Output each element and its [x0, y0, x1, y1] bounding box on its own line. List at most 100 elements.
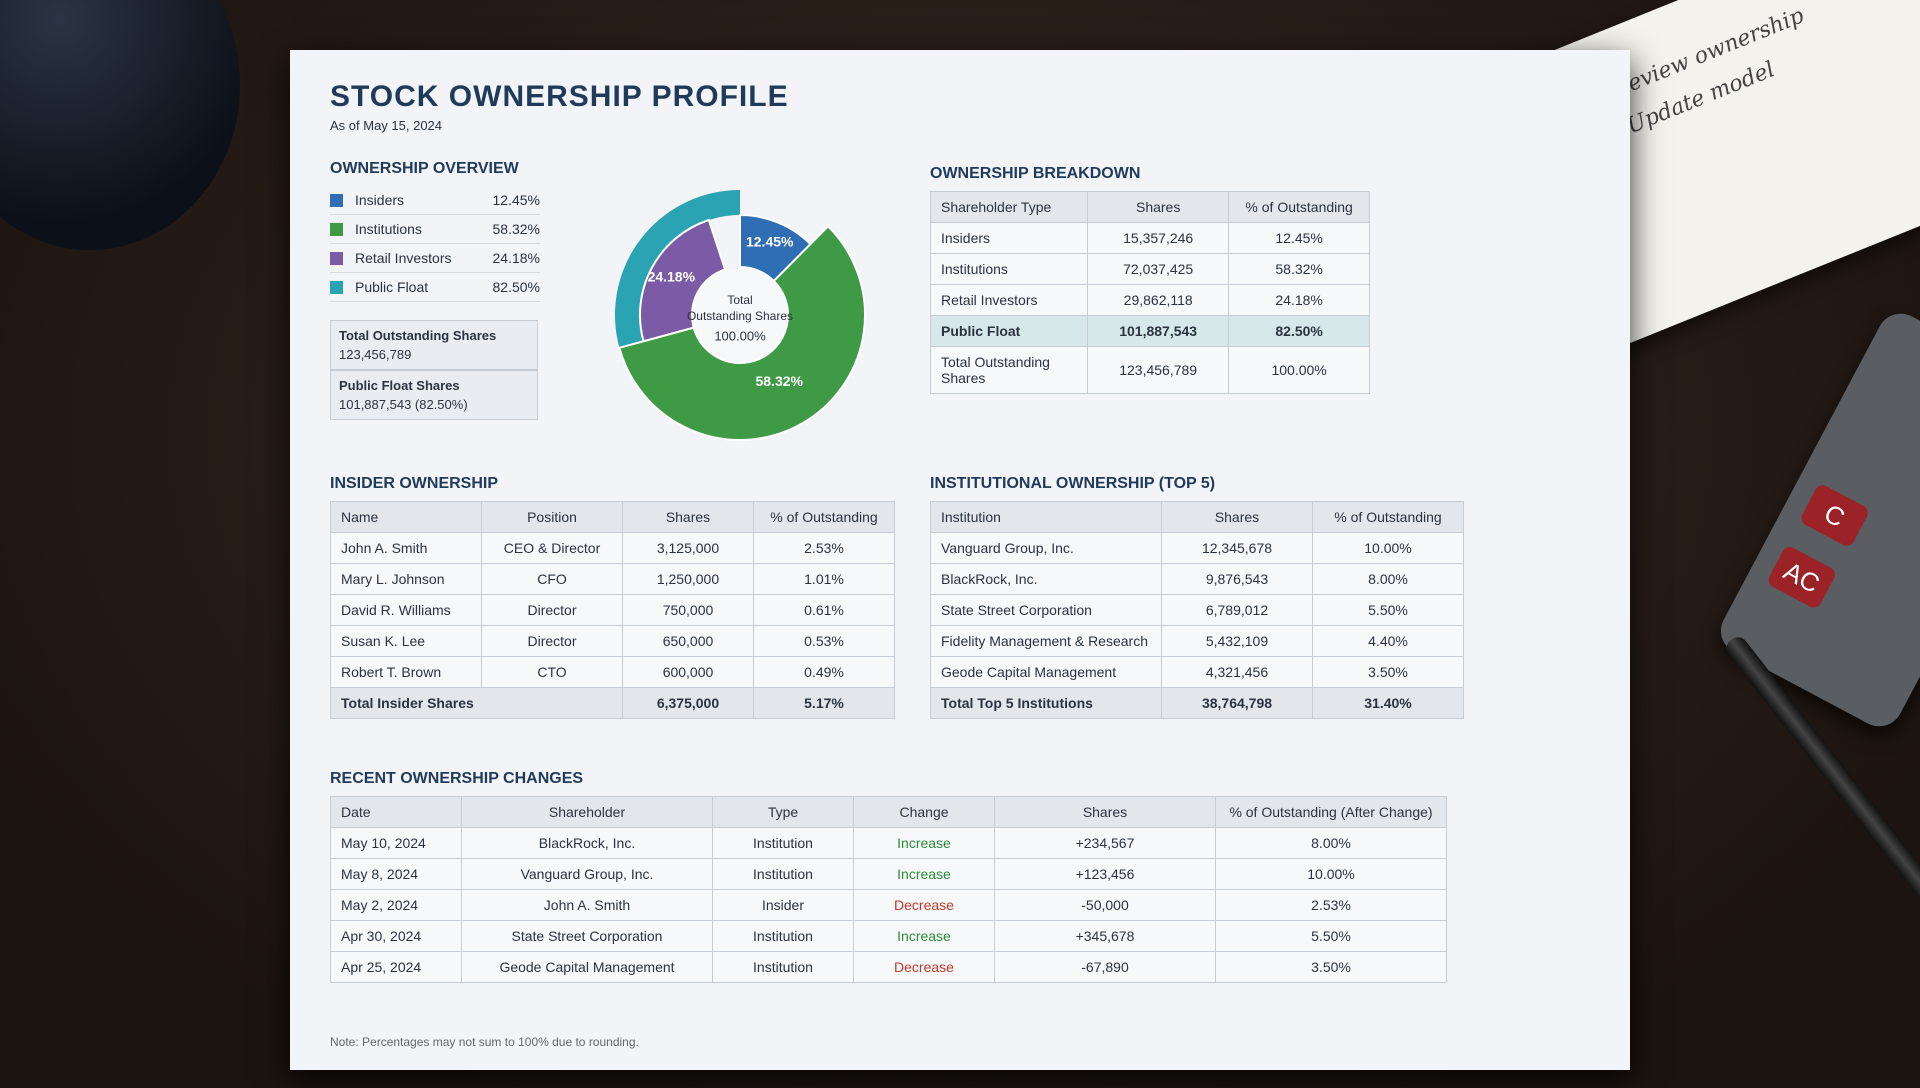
coffee-mug — [0, 0, 240, 250]
table-cell: Institution — [712, 951, 854, 983]
table-cell: May 8, 2024 — [330, 858, 462, 890]
table-body: Vanguard Group, Inc. 12,345,678 10.00% Blac… — [930, 532, 1464, 719]
donut-chart: 12.45% 58.32% 24.18% Total Outstanding Share… — [615, 190, 866, 441]
box-title: Public Float Shares — [339, 378, 460, 393]
table-row: Total Outstanding Shares 123,456,789 100.0… — [929, 346, 1370, 394]
institutional: INSTITUTIONAL OWNERSHIP (TOP 5) Instituti… — [930, 475, 1464, 719]
table-cell: Increase — [853, 827, 995, 859]
swatch — [330, 222, 343, 236]
table-cell: 3.50% — [1312, 656, 1464, 688]
section-heading: INSTITUTIONAL OWNERSHIP (TOP 5) — [930, 475, 1216, 492]
segment-label: 12.45% — [746, 234, 794, 250]
table-row: May 10, 2024 BlackRock, Inc. Institution In… — [330, 827, 1447, 859]
table-head: Institution Shares% of Outstanding — [930, 501, 1464, 533]
table-cell: 5.50% — [1312, 594, 1464, 626]
table-cell: 650,000 — [622, 625, 754, 657]
date: As of May 15, 2024 — [330, 118, 443, 133]
table-cell: Apr 30, 2024 — [330, 920, 462, 952]
table-cell: +345,678 — [994, 920, 1216, 952]
total-row: Total Top 5 Institutions 38,764,798 31.40% — [930, 687, 1464, 719]
column-header: Shares — [1087, 191, 1230, 223]
table-cell: 101,887,543 — [1087, 315, 1230, 347]
donut-segment — [618, 224, 866, 441]
table-cell: 5.50% — [1215, 920, 1447, 952]
table-row: Public Float 101,887,543 82.50% — [929, 315, 1370, 347]
note: Note: Percentages may not sum to 100% du… — [330, 1035, 639, 1049]
table-cell: 29,862,118 — [1087, 284, 1230, 316]
column-header: Position — [481, 501, 623, 533]
legend-value: 58.32% — [492, 221, 540, 237]
calculator-key: AC — [1765, 544, 1838, 611]
table-cell: Insiders — [929, 222, 1089, 254]
table-cell: 15,357,246 — [1087, 222, 1230, 254]
table-cell: Geode Capital Management — [461, 951, 713, 983]
header-row: Shareholder Type Shares% of Outstanding — [929, 191, 1370, 223]
heading: OWNERSHIP OVERVIEW — [330, 160, 519, 177]
table-cell: 5,432,109 — [1161, 625, 1313, 657]
table-cell: Decrease — [853, 889, 995, 921]
legend-item: Institutions 58.32% — [330, 215, 540, 244]
table-cell: May 10, 2024 — [330, 827, 462, 859]
table-cell: 82.50% — [1228, 315, 1370, 347]
table-row: Apr 25, 2024 Geode Capital Management Inst… — [330, 951, 1447, 983]
table-cell: Increase — [853, 920, 995, 952]
table-cell: Public Float — [929, 315, 1089, 347]
total-cell: 31.40% — [1312, 687, 1464, 719]
box-title: Total Outstanding Shares — [339, 328, 497, 343]
table-cell: 72,037,425 — [1087, 253, 1230, 285]
table-cell: CEO & Director — [481, 532, 623, 564]
column-header: % of Outstanding — [1312, 501, 1464, 533]
table-cell: 1,250,000 — [622, 563, 754, 595]
total-cell: Total Insider Shares — [330, 687, 623, 719]
total-cell: 6,375,000 — [622, 687, 754, 719]
header-row: Name Position Shares% of Outstanding — [330, 501, 895, 533]
table-head: Name Position Shares% of Outstanding — [330, 501, 895, 533]
table-cell: State Street Corporation — [461, 920, 713, 952]
column-header: % of Outstanding — [753, 501, 895, 533]
table-cell: 0.61% — [753, 594, 895, 626]
header-row: Date Shareholder Type Change Shares% of Outs… — [330, 796, 1447, 828]
table-cell: 12.45% — [1228, 222, 1370, 254]
box-value: 123,456,789 — [339, 347, 412, 362]
table-row: Vanguard Group, Inc. 12,345,678 10.00% — [930, 532, 1464, 564]
column-header: Date — [330, 796, 462, 828]
column-header: Institution — [930, 501, 1162, 533]
table-cell: May 2, 2024 — [330, 889, 462, 921]
section-heading: INSIDER OWNERSHIP — [330, 475, 499, 492]
table-cell: Retail Investors — [929, 284, 1089, 316]
legend-label: Institutions — [355, 221, 422, 237]
table-cell: David R. Williams — [330, 594, 482, 626]
paper: STOCK OWNERSHIP PROFILE As of May 15, 20… — [290, 50, 1630, 1070]
legend-label: Public Float — [355, 279, 429, 295]
calculator-key: C — [1798, 482, 1871, 549]
donut-center-value: 100.00% — [714, 328, 766, 343]
column-header: Shares — [622, 501, 754, 533]
table-cell: CFO — [481, 563, 623, 595]
table-cell: 58.32% — [1228, 253, 1370, 285]
table-cell: Total Outstanding Shares — [929, 346, 1089, 394]
column-header: % of Outstanding (After Change) — [1215, 796, 1447, 828]
section-heading: OWNERSHIP BREAKDOWN — [930, 165, 1141, 182]
table-row: Susan K. Lee Director 650,000 0.53% — [330, 625, 895, 657]
total-cell: 5.17% — [753, 687, 895, 719]
table-cell: 4.40% — [1312, 625, 1464, 657]
table-row: Insiders 15,357,246 12.45% — [929, 222, 1370, 254]
table-cell: Institution — [712, 920, 854, 952]
column-header: Shareholder Type — [929, 191, 1089, 223]
table-cell: CTO — [481, 656, 623, 688]
column-header: Name — [330, 501, 482, 533]
table-cell: Director — [481, 594, 623, 626]
table-cell: 3,125,000 — [622, 532, 754, 564]
summary-boxes: Total Outstanding Shares 123,456,789 Publi… — [330, 320, 540, 420]
table-head: Date Shareholder Type Change Shares% of Outs… — [330, 796, 1447, 828]
table-row: May 2, 2024 John A. Smith Insider Decrease -… — [330, 889, 1447, 921]
total-cell: 38,764,798 — [1161, 687, 1313, 719]
title: STOCK OWNERSHIP PROFILE — [330, 80, 789, 113]
table-cell: 100.00% — [1228, 346, 1370, 394]
table-cell: 600,000 — [622, 656, 754, 688]
segment-label: 58.32% — [755, 373, 803, 389]
total-cell: Total Top 5 Institutions — [930, 687, 1162, 719]
table-cell: 1.01% — [753, 563, 895, 595]
table-cell: Fidelity Management & Research — [930, 625, 1162, 657]
table-cell: 24.18% — [1228, 284, 1370, 316]
